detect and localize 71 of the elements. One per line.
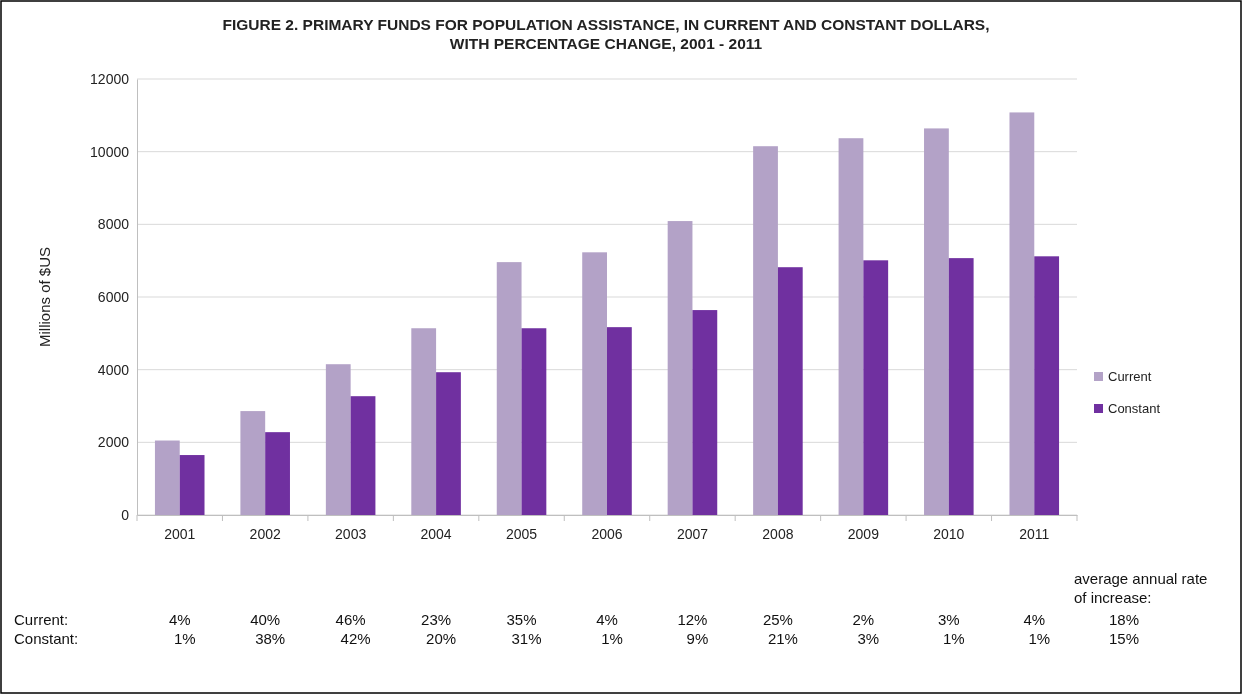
y-tick-label: 12000 xyxy=(90,70,130,87)
bar xyxy=(924,128,949,515)
text: 25% xyxy=(762,611,793,628)
legend-label: Current xyxy=(1108,369,1152,384)
x-tick-label: 2006 xyxy=(591,525,623,542)
text: 46% xyxy=(335,611,366,628)
x-tick-label: 2008 xyxy=(762,525,794,542)
text: 21% xyxy=(767,630,798,647)
y-axis-title: Millions of $US xyxy=(36,246,53,348)
y-tick-label: 2000 xyxy=(97,434,130,451)
text: 1% xyxy=(173,630,196,647)
bar xyxy=(265,432,290,515)
x-tick-label: 2004 xyxy=(420,525,452,542)
y-tick-label: 0 xyxy=(121,506,130,523)
bar xyxy=(411,328,437,515)
bar xyxy=(179,455,205,515)
y-tick-label: 10000 xyxy=(90,143,130,160)
text: 4% xyxy=(168,611,191,628)
bar xyxy=(154,440,180,515)
text: Current: xyxy=(14,611,69,628)
bar xyxy=(436,372,461,515)
bar xyxy=(325,364,351,515)
text: 4% xyxy=(1023,611,1046,628)
text: 35% xyxy=(506,611,537,628)
text: 2% xyxy=(852,611,875,628)
bar xyxy=(777,267,803,515)
x-tick-label: 2009 xyxy=(847,525,880,542)
bar xyxy=(496,262,522,515)
text: 15% xyxy=(1108,630,1140,647)
bar xyxy=(753,146,778,515)
text: 4% xyxy=(596,611,618,628)
x-tick-label: 2007 xyxy=(676,525,709,542)
y-tick-label: 8000 xyxy=(97,216,130,233)
x-tick-label: 2003 xyxy=(335,525,367,542)
text: 3% xyxy=(937,611,960,628)
legend-label: Constant xyxy=(1108,401,1161,416)
bar xyxy=(838,138,864,515)
bar xyxy=(521,328,547,515)
text: Constant: xyxy=(14,630,79,647)
text: 23% xyxy=(421,611,452,628)
text: 42% xyxy=(340,630,371,647)
text: 40% xyxy=(250,611,281,628)
x-tick-label: 2002 xyxy=(249,525,281,542)
text: 1% xyxy=(601,630,623,647)
text: 38% xyxy=(255,630,286,647)
chart-title: FIGURE 2. PRIMARY FUNDS FOR POPULATION ASSISTANCE, IN CURRENT AND CONSTANT DOLLARS, WITH PERCENTAGE CHANGE, 2001 - 2011 xyxy=(222,16,990,52)
bar xyxy=(948,258,974,515)
y-tick-label: 6000 xyxy=(97,288,130,305)
bar xyxy=(863,260,889,515)
text: 12% xyxy=(677,611,708,628)
text: 9% xyxy=(686,630,709,647)
x-tick-label: 2011 xyxy=(1019,525,1050,542)
x-tick-label: 2010 xyxy=(933,525,965,542)
text: 1% xyxy=(1028,630,1051,647)
bar xyxy=(1009,112,1035,515)
text: 20% xyxy=(426,630,457,647)
text: 18% xyxy=(1108,611,1140,628)
y-tick-label: 4000 xyxy=(97,361,130,378)
text: average annual rate of increase: xyxy=(1074,570,1208,606)
bar xyxy=(692,310,718,515)
bar xyxy=(582,252,607,515)
bar xyxy=(1034,256,1060,515)
bar xyxy=(607,327,632,515)
bar xyxy=(240,411,266,515)
text: 1% xyxy=(942,630,965,647)
bar xyxy=(350,396,376,515)
x-tick-label: 2005 xyxy=(505,525,538,542)
text: 31% xyxy=(511,630,542,647)
x-tick-label: 2001 xyxy=(164,525,196,542)
text: 3% xyxy=(857,630,880,647)
bar xyxy=(667,221,693,515)
